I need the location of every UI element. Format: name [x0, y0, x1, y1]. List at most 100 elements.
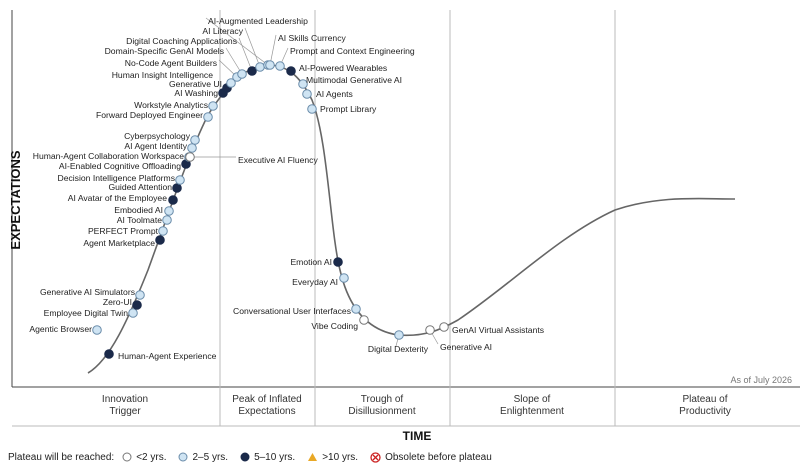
- label-prompt-and-context-engineering: Prompt and Context Engineering: [290, 46, 415, 56]
- point-prompt-and-context-engineering: [275, 61, 285, 71]
- label-ai-powered-wearables: AI-Powered Wearables: [299, 63, 387, 73]
- point-ai-toolmate: [162, 215, 172, 225]
- phase-label-0: Innovation Trigger: [102, 394, 148, 417]
- point-emotion-ai: [333, 257, 343, 267]
- legend-item-obsolete: Obsolete before plateau: [370, 452, 492, 463]
- point-generative-ai: [425, 325, 435, 335]
- point-multimodal-generative-ai: [298, 79, 308, 89]
- point-perfect-prompt: [158, 226, 168, 236]
- label-ai-avatar-of-the-employee: AI Avatar of the Employee: [68, 193, 167, 203]
- legend-item-2to5: 2–5 yrs.: [178, 452, 228, 463]
- point-generative-ai-simulators: [135, 290, 145, 300]
- legend-marker-2to5: [178, 452, 188, 462]
- label-decision-intelligence-platforms: Decision Intelligence Platforms: [57, 173, 175, 183]
- label-guided-attention: Guided Attention: [108, 182, 172, 192]
- phase-label-3: Slope of Enlightenment: [500, 394, 564, 417]
- point-prompt-library: [307, 104, 317, 114]
- label-digital-dexterity: Digital Dexterity: [368, 344, 429, 354]
- hype-curve: [87, 64, 736, 374]
- label-emotion-ai: Emotion AI: [290, 257, 332, 267]
- label-ai-literacy: AI Literacy: [202, 26, 243, 36]
- label-ai-enabled-cognitive-offloading: AI-Enabled Cognitive Offloading: [59, 161, 181, 171]
- legend-title: Plateau will be reached:: [8, 451, 115, 463]
- label-domain-specific-genai-models: Domain-Specific GenAI Models: [105, 46, 224, 56]
- axes: [11, 10, 800, 427]
- label-ai-augmented-leadership: AI-Augmented Leadership: [208, 16, 308, 26]
- point-ai-skills-currency: [265, 60, 275, 70]
- point-cyberpsychology: [190, 135, 200, 145]
- label-everyday-ai: Everyday AI: [292, 277, 338, 287]
- point-genai-virtual-assistants: [439, 322, 449, 332]
- label-agentic-browser: Agentic Browser: [29, 324, 92, 334]
- label-human-insight-intelligence: Human Insight Intelligence: [112, 70, 213, 80]
- legend-item-lt2: <2 yrs.: [122, 452, 166, 463]
- label-ai-agent-identity: AI Agent Identity: [124, 141, 187, 151]
- label-employee-digital-twin: Employee Digital Twin: [44, 308, 129, 318]
- leader-lines: [190, 17, 439, 347]
- point-agentic-browser: [92, 325, 102, 335]
- legend-item-5to10: 5–10 yrs.: [240, 452, 295, 463]
- point-forward-deployed-engineer: [203, 112, 213, 122]
- point-employee-digital-twin: [128, 308, 138, 318]
- legend-label: <2 yrs.: [136, 451, 167, 463]
- phase-label-2: Trough of Disillusionment: [348, 394, 415, 417]
- label-multimodal-generative-ai: Multimodal Generative AI: [306, 75, 402, 85]
- label-human-agent-collaboration-workspace: Human-Agent Collaboration Workspace: [33, 151, 184, 161]
- label-genai-virtual-assistants: GenAI Virtual Assistants: [452, 325, 544, 335]
- label-ai-toolmate: AI Toolmate: [117, 215, 162, 225]
- point-vibe-coding: [359, 315, 369, 325]
- point-ai-powered-wearables: [286, 66, 296, 76]
- label-cyberpsychology: Cyberpsychology: [124, 131, 191, 141]
- label-ai-skills-currency: AI Skills Currency: [278, 33, 347, 43]
- legend-item-gt10: >10 yrs.: [307, 452, 358, 463]
- legend-label: Obsolete before plateau: [385, 451, 492, 463]
- legend-marker-5to10: [240, 452, 250, 462]
- point-domain-specific-genai-models: [237, 69, 247, 79]
- point-zero-ui: [132, 300, 142, 310]
- label-prompt-library: Prompt Library: [320, 104, 377, 114]
- phase-dividers: [219, 10, 616, 426]
- point-embodied-ai: [164, 206, 174, 216]
- label-no-code-agent-builders: No-Code Agent Builders: [125, 58, 217, 68]
- label-ai-washing: AI Washing: [174, 88, 218, 98]
- label-generative-ui: Generative UI: [169, 79, 222, 89]
- leader-ai-augmented-leadership: [205, 17, 269, 66]
- leader-ai-skills-currency: [269, 34, 277, 66]
- hype-cycle-chart: Human-Agent Experience Agentic Browser Emp…: [8, 10, 800, 443]
- point-human-agent-experience: [104, 349, 114, 359]
- label-zero-ui: Zero-UI: [103, 297, 132, 307]
- label-agent-marketplace: Agent Marketplace: [83, 238, 155, 248]
- label-forward-deployed-engineer: Forward Deployed Engineer: [96, 110, 203, 120]
- label-perfect-prompt: PERFECT Prompt: [88, 226, 159, 236]
- label-conversational-user-interfaces: Conversational User Interfaces: [233, 306, 351, 316]
- as-of-date: As of July 2026: [730, 375, 792, 385]
- point-ai-agent-identity: [187, 143, 197, 153]
- point-ai-agents: [302, 89, 312, 99]
- legend: Plateau will be reached: <2 yrs. 2–5 yrs…: [8, 448, 504, 466]
- point-ai-avatar-of-the-employee: [168, 195, 178, 205]
- legend-marker-obsolete: [370, 451, 381, 463]
- phase-label-4: Plateau of Productivity: [679, 394, 731, 417]
- label-human-agent-experience: Human-Agent Experience: [118, 351, 217, 361]
- label-ai-agents: AI Agents: [316, 89, 353, 99]
- legend-marker-lt2: [122, 452, 132, 462]
- point-decision-intelligence-platforms: [175, 175, 185, 185]
- point-executive-ai-fluency: [185, 152, 195, 162]
- point-everyday-ai: [339, 273, 349, 283]
- point-digital-dexterity: [394, 330, 404, 340]
- leader-digital-coaching-applications: [238, 37, 253, 72]
- label-digital-coaching-applications: Digital Coaching Applications: [126, 36, 237, 46]
- label-vibe-coding: Vibe Coding: [311, 321, 358, 331]
- point-digital-coaching-applications: [247, 66, 257, 76]
- label-generative-ai-simulators: Generative AI Simulators: [40, 287, 135, 297]
- leader-ai-literacy: [244, 27, 261, 68]
- point-human-insight-intelligence: [226, 78, 236, 88]
- label-executive-ai-fluency: Executive AI Fluency: [238, 155, 318, 165]
- x-axis-label: TIME: [403, 429, 432, 443]
- phase-labels: Innovation Trigger Peak of Inflated Expecta…: [102, 394, 731, 417]
- phase-label-1: Peak of Inflated Expectations: [232, 394, 302, 417]
- leader-domain-specific-genai-models: [225, 47, 243, 75]
- legend-label: >10 yrs.: [322, 451, 359, 463]
- label-generative-ai: Generative AI: [440, 342, 492, 352]
- legend-label: 2–5 yrs.: [192, 451, 229, 463]
